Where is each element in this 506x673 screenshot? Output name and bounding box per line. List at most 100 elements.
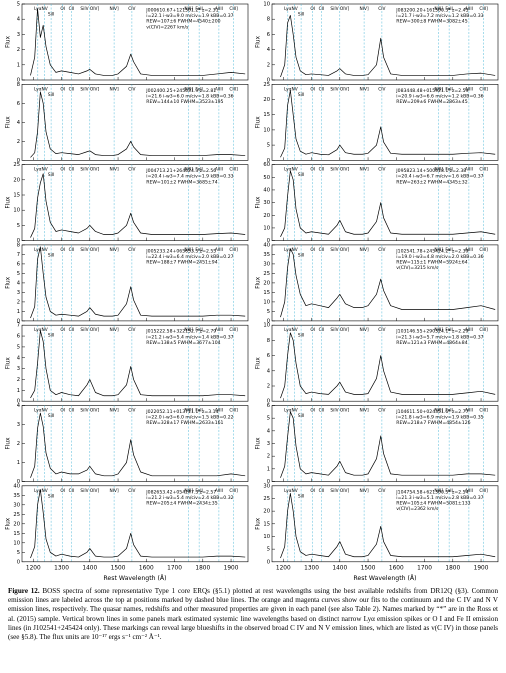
- y-tick-label: 30: [13, 502, 20, 508]
- y-tick-label: 0: [17, 479, 20, 485]
- panel-annotation: J102541.78+245424.2* z=2.39: [395, 248, 468, 254]
- emission-line-label: NIV]: [360, 488, 369, 494]
- panel-annotation: REW=144±10 FWHM=3523±195: [146, 99, 223, 105]
- panel-annotation: REW=107±6 FWHM=4540±200: [146, 19, 220, 25]
- panel-annotation: i=21.8 i-w3=6.9 m/civ=1.9 kBB=0.35: [396, 415, 483, 421]
- panel-annotation: J082653.42+054247.3 z=2.57: [145, 489, 216, 495]
- emission-line-label: CIII]: [479, 488, 488, 494]
- panel-annotation: J015222.58+322152.7 z=2.79: [145, 329, 216, 335]
- y-tick-label: 40: [263, 242, 270, 248]
- y-tick-label: 0: [17, 158, 20, 164]
- emission-line-label: CIII]: [479, 6, 488, 12]
- emission-line-label: NIII]: [434, 167, 443, 173]
- y-tick-label: 3: [17, 32, 20, 38]
- y-tick-label: 10: [263, 299, 270, 305]
- emission-line-label: SiIV OIV]: [330, 6, 349, 12]
- caption: Figure 12. BOSS spectra of some represen…: [8, 587, 498, 642]
- y-tick-label: 25: [263, 271, 270, 277]
- panel-annotation: REW=300±8 FWHM=3082±45: [396, 19, 467, 25]
- y-tick-label: 20: [263, 280, 270, 286]
- panel-annotation: REW=218±7 FWHM=4854±126: [396, 420, 470, 426]
- spectrum-line: [30, 246, 246, 319]
- emission-line-label: AlIII: [465, 488, 473, 494]
- emission-line-label: AlIII: [465, 327, 473, 333]
- emission-line-label: Lyα: [34, 247, 42, 253]
- emission-line-label: NIV]: [110, 247, 119, 253]
- y-tick-label: 15: [263, 112, 270, 118]
- emission-line-label: AlIII: [215, 327, 223, 333]
- emission-line-label: CII: [69, 247, 75, 253]
- y-tick-label: 5: [17, 223, 20, 229]
- y-axis-label: Flux: [256, 35, 262, 48]
- y-tick-label: 3: [17, 422, 20, 428]
- emission-line-label: CII: [69, 327, 75, 333]
- emission-line-label: NV: [42, 247, 48, 253]
- y-tick-label: 0: [17, 318, 20, 324]
- y-tick-label: 20: [13, 521, 20, 527]
- emission-line-label: SiIV OIV]: [80, 408, 99, 414]
- emission-line-label: NIV]: [360, 6, 369, 12]
- x-tick-label: 1300: [54, 565, 69, 571]
- spectrum-line: [280, 493, 496, 559]
- y-tick-label: 5: [267, 547, 270, 553]
- y-tick-label: 2: [17, 47, 20, 53]
- y-tick-label: 0: [267, 158, 270, 164]
- y-axis-label: Flux: [6, 116, 12, 129]
- y-tick-label: 25: [13, 512, 20, 518]
- y-tick-label: 4: [267, 368, 271, 374]
- emission-line-label: NV: [292, 167, 298, 173]
- panel-annotation: REW=105±4 FWHM=5081±133: [396, 501, 470, 507]
- y-tick-label: 2: [267, 454, 270, 460]
- emission-line-label: SiIV OIV]: [80, 167, 99, 173]
- y-tick-label: 8: [17, 242, 20, 248]
- panel-annotation: J002400.25+245031.9 z=2.81: [145, 88, 216, 94]
- y-tick-label: 1: [17, 460, 20, 466]
- emission-line-label: AlIII: [465, 247, 473, 253]
- emission-line-label: NIII]: [184, 488, 193, 494]
- emission-line-label: CIV: [378, 327, 385, 333]
- emission-line-label: FeII: [445, 167, 452, 173]
- emission-line-label: OI: [310, 327, 315, 333]
- panel-annotation: J022052.11+013711.1* z=3.14: [145, 409, 218, 415]
- y-axis-label: Flux: [6, 35, 12, 48]
- emission-line-label: NV: [42, 167, 48, 173]
- emission-line-label: NV: [42, 6, 48, 12]
- panel-annotation: i=20.4 i-w3=6.7 m/civ=1.6 kBB=0.37: [396, 174, 483, 180]
- emission-line-label: CII: [319, 327, 325, 333]
- y-tick-label: 15: [263, 290, 270, 296]
- spectrum-line: [280, 170, 496, 237]
- y-tick-label: 0: [267, 318, 270, 324]
- plot-frame: [271, 84, 499, 161]
- spectrum-line: [280, 332, 496, 399]
- y-tick-label: 5: [267, 143, 270, 149]
- y-tick-label: 50: [263, 175, 270, 181]
- emission-line-label: SiII: [298, 413, 304, 419]
- emission-line-label: CIII]: [229, 408, 238, 414]
- y-tick-label: 25: [13, 162, 20, 168]
- y-tick-label: 4: [17, 280, 21, 286]
- panel-annotation: i=20.9 i-w3=6.6 m/civ=1.2 kBB=0.36: [396, 93, 483, 99]
- emission-line-label: NV: [292, 247, 298, 253]
- emission-line-label: SiII: [48, 333, 54, 339]
- emission-line-label: NIII]: [434, 327, 443, 333]
- emission-line-label: SiIV OIV]: [330, 86, 349, 92]
- emission-line-label: AlIII: [215, 247, 223, 253]
- y-tick-label: 6: [17, 101, 20, 107]
- emission-line-label: CIII]: [479, 327, 488, 333]
- x-tick-label: 1800: [195, 565, 210, 571]
- emission-line-label: Lyα: [284, 327, 292, 333]
- emission-line-label: CIII]: [229, 86, 238, 92]
- panel-annotation: REW=138±5 FWHM=3677±104: [146, 340, 220, 346]
- emission-line-label: OI: [310, 6, 315, 12]
- panel-annotation: J000610.67+121501.2* z=2.31: [145, 8, 218, 14]
- y-tick-label: 4: [17, 403, 21, 409]
- emission-line-label: NIII]: [184, 6, 193, 12]
- emission-line-label: SiIV OIV]: [80, 6, 99, 12]
- x-tick-label: 1400: [332, 565, 347, 571]
- y-tick-label: 25: [263, 496, 270, 502]
- emission-line-label: SiII: [298, 252, 304, 258]
- spectrum-line: [30, 173, 246, 238]
- spectrum-line: [30, 8, 246, 76]
- y-tick-label: 5: [17, 2, 20, 8]
